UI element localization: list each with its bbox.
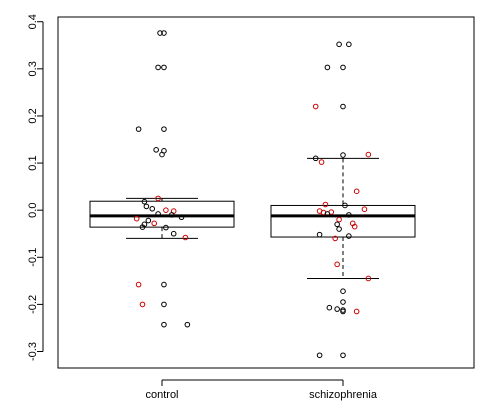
data-point-schizophrenia [326,304,333,311]
data-point-control [135,281,142,288]
data-point-schizophrenia [324,211,331,217]
data-point-schizophrenia [312,155,319,162]
data-point-schizophrenia [324,64,331,71]
data-point-schizophrenia [336,41,342,48]
y-tick-label: 0.0 [27,203,39,218]
data-point-schizophrenia [346,233,352,239]
data-point-schizophrenia [322,201,329,208]
data-point-schizophrenia [334,306,340,312]
data-point-control [161,321,167,328]
data-point-control [133,215,140,222]
data-point-control [161,64,167,71]
data-point-schizophrenia [361,206,368,213]
data-point-schizophrenia [336,216,342,223]
data-point-schizophrenia [351,223,358,230]
y-axis: -0.3 -0.2 -0.1 0.0 0.1 0.2 0.3 0.4 [27,14,44,361]
y-tick-label: 0.2 [27,108,39,123]
data-point-control [151,220,157,227]
data-point-control [159,151,165,158]
box-schizophrenia [270,157,416,279]
data-point-schizophrenia [340,308,346,315]
data-point-schizophrenia [334,261,340,268]
data-point-schizophrenia [336,226,342,232]
x-tick-label-schizophrenia: schizophrenia [309,389,378,401]
data-point-control [157,30,163,36]
x-tick-label-control: control [145,389,178,401]
data-point-schizophrenia [346,212,352,218]
data-point-control [153,147,159,153]
data-point-control [139,224,146,230]
box-control [89,197,235,239]
data-point-schizophrenia [332,235,339,242]
data-point-schizophrenia [353,308,360,315]
data-point-schizophrenia [346,41,352,48]
data-point-schizophrenia [316,231,323,238]
data-point-control [141,198,148,205]
data-point-control [161,30,167,36]
data-point-control [155,211,161,217]
data-point-control [163,224,169,231]
data-point-schizophrenia [340,299,346,305]
y-tick-label: -0.1 [27,248,39,267]
y-tick-label: 0.1 [27,155,39,170]
data-point-schizophrenia [365,151,372,158]
data-point-control [170,230,177,237]
data-point-control [145,217,152,224]
data-point-control [155,195,161,202]
data-point-control [135,126,142,132]
data-point-control [161,126,167,132]
y-tick-label: 0.4 [27,14,39,29]
y-tick-label: -0.2 [27,295,39,314]
data-points [133,30,372,359]
data-point-schizophrenia [340,64,346,71]
data-point-schizophrenia [334,221,340,228]
y-tick-label: 0.3 [27,61,39,76]
data-point-control [168,212,175,218]
data-point-schizophrenia [340,352,346,359]
data-point-schizophrenia [365,275,372,282]
data-point-control [161,281,167,288]
x-axis: control schizophrenia [145,379,378,401]
data-point-schizophrenia [342,202,348,209]
box-iqr [89,200,235,228]
data-point-control [155,64,161,71]
data-point-control [178,214,185,221]
data-point-control [182,234,189,241]
y-tick-label: -0.3 [27,342,39,361]
data-point-schizophrenia [353,188,360,195]
data-point-schizophrenia [318,159,325,165]
data-point-schizophrenia [340,288,346,295]
data-point-control [161,301,167,308]
data-point-control [184,321,191,328]
data-point-control [143,203,150,210]
data-point-schizophrenia [316,352,323,359]
plot-frame [57,16,475,369]
box-iqr [270,204,416,238]
data-point-schizophrenia [312,103,319,110]
data-point-control [139,301,146,308]
data-point-control [149,205,156,212]
data-point-schizophrenia [340,103,346,110]
data-point-schizophrenia [340,152,346,158]
data-point-control [163,207,169,213]
